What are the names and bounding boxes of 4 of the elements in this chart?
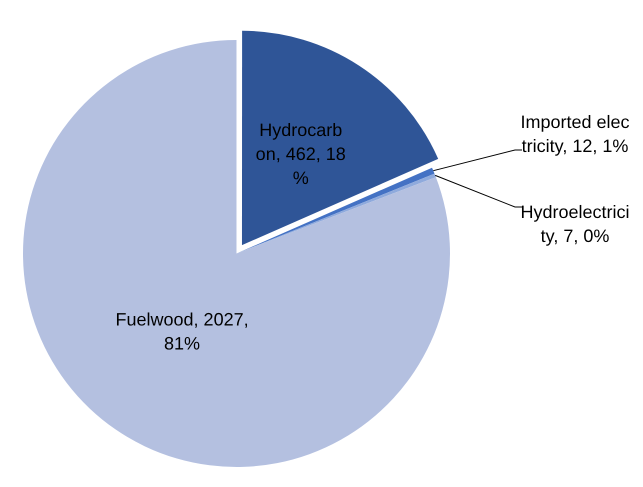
slice-label: Hydrocarbon, 462, 18% bbox=[256, 120, 346, 188]
slice-label: Hydroelectricity, 7, 0% bbox=[520, 202, 630, 246]
slice-label: Imported electricity, 12, 1% bbox=[520, 112, 630, 156]
slice-label: Fuelwood, 2027, 81% bbox=[116, 310, 249, 354]
